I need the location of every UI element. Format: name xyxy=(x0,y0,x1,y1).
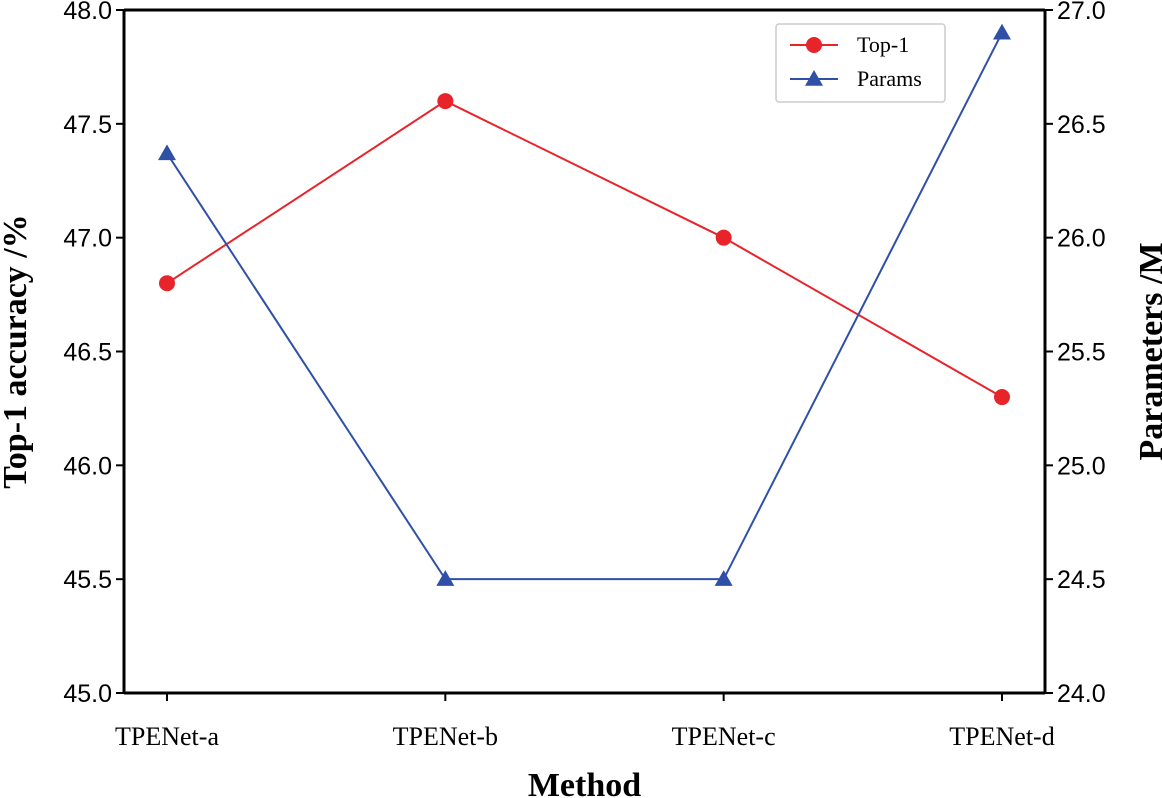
legend-label-top-1: Top-1 xyxy=(857,32,909,57)
data-point-top-1 xyxy=(437,93,454,110)
y-right-tick-label: 26.0 xyxy=(1057,225,1106,253)
y-left-tick-label: 47.5 xyxy=(63,111,112,139)
data-point-params xyxy=(714,570,733,586)
x-axis-title: Method xyxy=(528,767,641,798)
y-left-tick-label: 45.0 xyxy=(63,680,112,708)
y-left-tick-label: 47.0 xyxy=(63,225,112,253)
y-right-tick-label: 24.0 xyxy=(1057,680,1106,708)
y-left-tick-label: 46.0 xyxy=(63,452,112,480)
y-left-tick-label: 46.5 xyxy=(63,339,112,367)
series-line-top-1 xyxy=(166,99,1003,398)
y-right-tick-label: 27.0 xyxy=(1057,0,1106,25)
axes-layer: 45.0 45.5 46.0 46.5 47.0 47.5 48.0 24.0 24.5 25.0… xyxy=(63,0,1105,751)
x-tick-label: TPENet-c xyxy=(672,722,776,751)
x-tick-label: TPENet-a xyxy=(115,722,219,751)
legend-marker-top-1 xyxy=(806,37,822,53)
legend: Top-1 Params xyxy=(775,23,946,103)
x-tick-label: TPENet-d xyxy=(949,722,1054,751)
y-axis-left-title: Top-1 accuracy /% xyxy=(0,214,34,489)
x-tick-label: TPENet-b xyxy=(393,722,498,751)
y-left-tick-label: 48.0 xyxy=(63,0,112,25)
data-point-params xyxy=(436,570,455,586)
data-point-top-1 xyxy=(159,275,175,292)
y-right-tick-label: 25.0 xyxy=(1057,452,1106,480)
series-layer xyxy=(158,23,1011,586)
data-point-params xyxy=(993,23,1011,40)
y-axis-right-title: Parameters /M xyxy=(1133,242,1162,460)
series-line-params xyxy=(166,32,1003,581)
data-point-top-1 xyxy=(994,389,1010,406)
legend-marker-params xyxy=(805,70,823,86)
y-right-tick-label: 25.5 xyxy=(1057,339,1106,367)
y-right-tick-label: 24.5 xyxy=(1057,566,1106,594)
legend-label-params: Params xyxy=(857,66,922,91)
y-left-tick-label: 45.5 xyxy=(63,566,112,594)
data-point-top-1 xyxy=(715,229,732,246)
data-point-params xyxy=(158,144,176,161)
y-right-tick-label: 26.5 xyxy=(1057,111,1106,139)
